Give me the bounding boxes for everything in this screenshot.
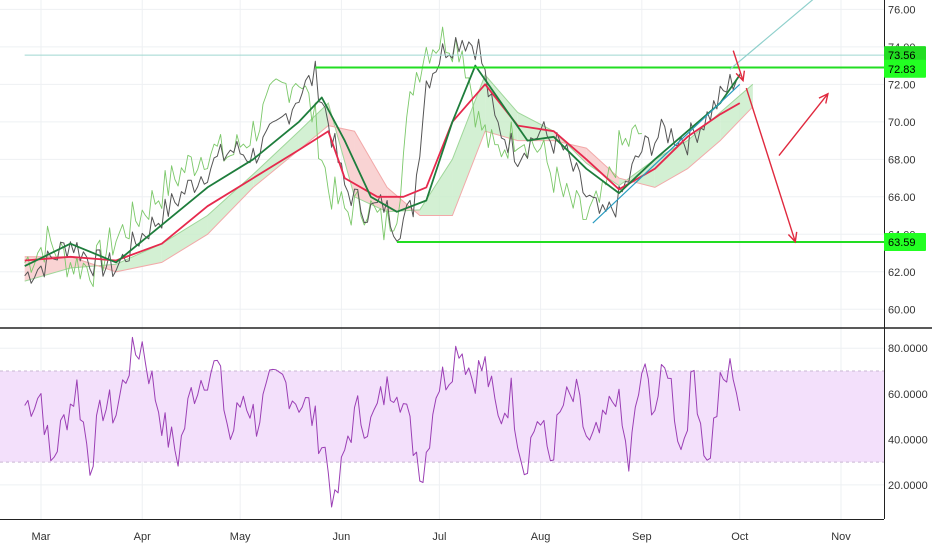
time-tick-label: Oct bbox=[731, 531, 748, 543]
price-tag-label: 72.83 bbox=[888, 64, 916, 76]
oscillator-tick-label: 20.0000 bbox=[888, 480, 928, 492]
time-tick-label: Aug bbox=[531, 531, 551, 543]
time-tick-label: Mar bbox=[32, 531, 51, 543]
cloud-segment-bearish bbox=[24, 256, 71, 282]
price-tick-label: 60.00 bbox=[888, 304, 916, 316]
time-tick-label: Sep bbox=[632, 531, 652, 543]
oscillator-axis[interactable]: 20.0000 40.0000 60.0000 80.0000 bbox=[888, 343, 928, 492]
oscillator-line bbox=[24, 336, 741, 508]
price-tag bbox=[884, 46, 926, 65]
cloud-segment-bullish bbox=[161, 215, 208, 263]
time-tick-label: Apr bbox=[134, 531, 151, 543]
conversion-line-line bbox=[24, 64, 741, 267]
price-tag bbox=[884, 232, 926, 251]
price-tick-label: 68.00 bbox=[888, 154, 916, 166]
drawing-tools bbox=[24, 0, 884, 244]
trend-line bbox=[729, 0, 814, 70]
cloud-segment-bearish bbox=[354, 131, 388, 212]
oscillator-tick-label: 40.0000 bbox=[888, 434, 928, 446]
price-tag bbox=[884, 59, 926, 78]
price-series bbox=[24, 26, 741, 288]
cloud-segment-bullish bbox=[116, 243, 162, 272]
projection-arrow-head bbox=[818, 92, 829, 104]
oscillator-tick-label: 80.0000 bbox=[888, 343, 928, 355]
cloud-segment-bullish bbox=[720, 84, 753, 141]
time-tick-label: May bbox=[230, 531, 251, 543]
cloud-segment-bearish bbox=[586, 148, 619, 186]
projection-arrow-head bbox=[735, 70, 746, 83]
leading-span-a bbox=[24, 74, 754, 282]
oscillator-band bbox=[0, 370, 884, 463]
cloud-segment-bullish bbox=[452, 74, 486, 216]
cloud-segment-bullish bbox=[687, 112, 721, 169]
cloud-segment-bullish bbox=[253, 131, 299, 188]
oscillator-tick-label: 60.0000 bbox=[888, 389, 928, 401]
oscillator-band-fill bbox=[0, 370, 884, 463]
time-tick-label: Jun bbox=[333, 531, 351, 543]
projection-arrow-head bbox=[787, 231, 798, 244]
ichimoku-cloud bbox=[24, 74, 754, 282]
projection-arrow-shaft bbox=[778, 93, 829, 157]
price-tick-label: 66.00 bbox=[888, 192, 916, 204]
cloud-segment-bullish bbox=[298, 103, 329, 150]
price-tags: 73.56 72.83 63.59 bbox=[884, 46, 926, 251]
price-tick-label: 70.00 bbox=[888, 117, 916, 129]
cloud-segment-bullish bbox=[654, 140, 688, 188]
cloud-segment-bullish bbox=[207, 174, 254, 235]
price-tick-label: 76.00 bbox=[888, 4, 916, 16]
base-line-line bbox=[24, 83, 741, 262]
price-tick-label: 62.00 bbox=[888, 267, 916, 279]
cloud-segment-bullish bbox=[419, 159, 453, 216]
time-axis[interactable]: Mar Apr May Jun Jul Aug Sep Oct Nov bbox=[32, 531, 852, 543]
cloud-segment-bullish bbox=[517, 112, 554, 141]
price-tag-label: 63.59 bbox=[888, 237, 916, 249]
time-tick-label: Jul bbox=[432, 531, 446, 543]
time-tick-label: Nov bbox=[831, 531, 851, 543]
price-tick-label: 72.00 bbox=[888, 79, 916, 91]
price-tag-label: 73.56 bbox=[888, 50, 916, 62]
projection-arrow-shaft bbox=[732, 50, 744, 81]
projection-arrow-shaft bbox=[745, 87, 796, 242]
trend-line bbox=[592, 83, 741, 224]
leading-span-b bbox=[24, 106, 754, 273]
oscillator-series bbox=[24, 336, 741, 508]
lagging-span-line bbox=[24, 26, 642, 288]
